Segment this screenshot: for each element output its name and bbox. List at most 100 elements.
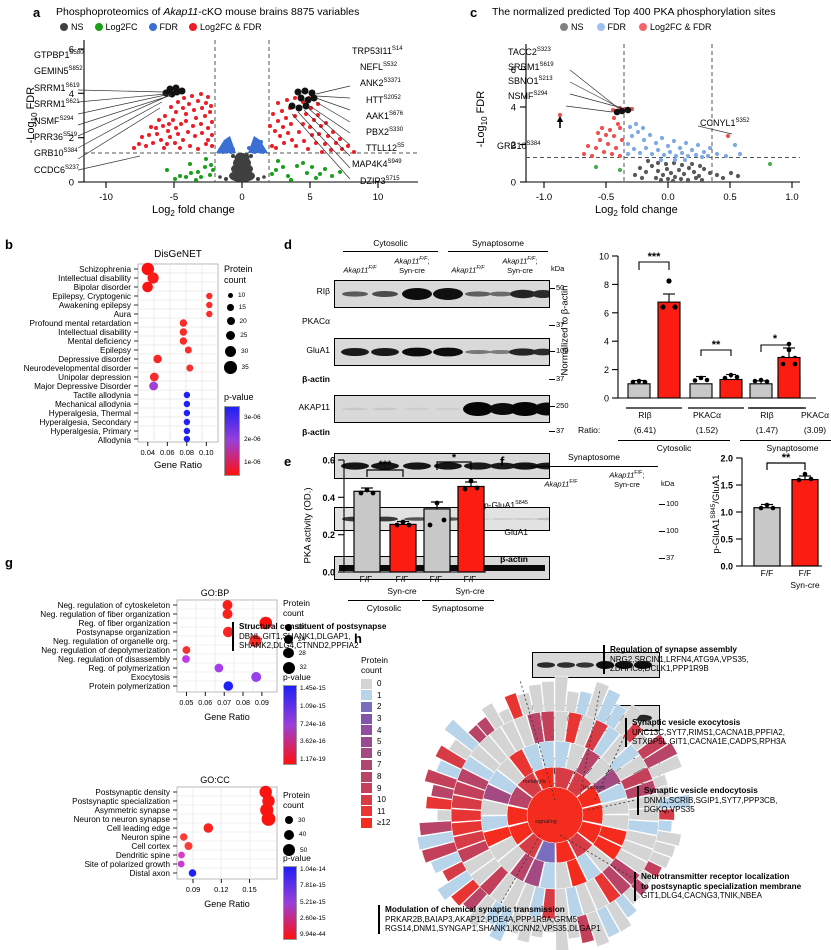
sunburst-segment[interactable] — [586, 910, 610, 948]
svg-text:0.06: 0.06 — [160, 448, 175, 457]
sunburst-segment[interactable] — [465, 894, 496, 929]
legend-swatch — [361, 771, 372, 782]
svg-text:6: 6 — [69, 45, 74, 56]
sunburst-segment[interactable] — [643, 860, 663, 878]
sunburst-segment[interactable] — [419, 820, 453, 836]
panel-c-grb10-label: GRB10S384 — [497, 141, 541, 151]
sunburst-center[interactable] — [527, 787, 583, 843]
panel-c-xlabel: Log2 fold change — [595, 204, 678, 219]
sunburst-segment[interactable] — [416, 831, 455, 851]
sunburst-segment[interactable] — [467, 724, 488, 744]
sunburst-segment[interactable] — [504, 692, 524, 720]
panel-g-letter: g — [5, 555, 13, 570]
panel-a-title-gene: Akap11 — [163, 6, 199, 18]
svg-text:0.09: 0.09 — [186, 885, 200, 894]
panel-h-legend-item: 9 — [361, 782, 390, 794]
sunburst-segment[interactable] — [648, 754, 683, 779]
panel-d-genotype-4: Akap11F/F; Syn-cre — [502, 256, 538, 275]
dotplot-category-label: Intellectual disability — [58, 274, 132, 283]
sunburst-segment[interactable] — [614, 703, 643, 736]
legend-item-fdr: FDR — [148, 22, 178, 32]
sunburst-segment[interactable] — [658, 808, 675, 821]
sunburst-segment[interactable] — [541, 680, 555, 712]
sunburst-segment[interactable] — [543, 918, 556, 933]
legend-label: 7 — [377, 760, 382, 770]
sunburst-segment[interactable] — [655, 785, 671, 799]
sunburst-segment[interactable] — [575, 690, 593, 716]
sunburst-segment[interactable] — [657, 820, 673, 833]
panel-e-letter: e — [284, 454, 292, 469]
sunburst-segment[interactable] — [434, 744, 467, 770]
blot-band-pkaca — [334, 338, 550, 366]
bar-ratio-2: (1.52) — [695, 425, 719, 435]
panel-f-kda-header: kDa — [661, 479, 675, 488]
sunburst-segment[interactable] — [657, 794, 691, 810]
svg-text:0.6: 0.6 — [322, 456, 335, 466]
sunburst-segment[interactable] — [448, 738, 473, 761]
dotplot-category-label: Protein polymerization — [89, 682, 170, 691]
sunburst-segment[interactable] — [516, 914, 535, 944]
sunburst-segment[interactable] — [655, 830, 682, 847]
bar-ratio-1: (6.41) — [633, 425, 657, 435]
sunburst-segment[interactable] — [450, 878, 480, 907]
sunburst-segment[interactable] — [424, 768, 458, 790]
sunburst-segment[interactable] — [555, 918, 569, 950]
sunburst-segment[interactable] — [596, 905, 621, 938]
panel-a-letter: a — [33, 5, 41, 20]
sunburst-inner-label: signaling — [535, 819, 557, 825]
sunburst-segment[interactable] — [517, 692, 534, 717]
panel-f-blot-label-2: GluA1 — [504, 527, 528, 537]
sunburst-segment[interactable] — [630, 732, 650, 752]
sunburst-segment[interactable] — [425, 796, 453, 810]
sunburst-segment[interactable] — [430, 851, 462, 874]
sunburst-segment[interactable] — [605, 703, 628, 730]
sunburst-segment[interactable] — [605, 900, 632, 933]
svg-text:5: 5 — [307, 192, 312, 203]
dotplot-category-label: Hyperalgesia, Thermal — [49, 409, 131, 418]
dotplot-category-label: Reg. of fiber organization — [79, 619, 171, 628]
svg-text:-5: -5 — [170, 192, 178, 203]
svg-text:*: * — [452, 452, 457, 464]
sunburst-segment[interactable] — [642, 742, 678, 769]
sunburst-segment[interactable] — [565, 690, 580, 714]
sunburst-segment[interactable] — [498, 707, 514, 725]
sunburst-segment[interactable] — [437, 870, 474, 901]
bar-ratio-4: (3.09) — [803, 425, 827, 435]
sunburst-segment[interactable] — [481, 702, 505, 730]
gene-label: NSMF — [508, 90, 534, 101]
sunburst-segment[interactable] — [421, 841, 458, 864]
panel-g-bp-title: GO:BP — [200, 588, 230, 598]
sunburst-segment[interactable] — [622, 886, 642, 905]
sunburst-segment[interactable] — [476, 716, 496, 737]
sunburst-segment[interactable] — [648, 850, 671, 869]
svg-text:0.08: 0.08 — [179, 448, 194, 457]
sunburst-segment[interactable] — [595, 688, 621, 725]
sunburst-segment[interactable] — [614, 893, 638, 919]
sunburst-segment[interactable] — [576, 913, 595, 944]
sunburst-segment[interactable] — [462, 886, 488, 913]
panel-h-legend-item: 6 — [361, 748, 390, 760]
sunburst-segment[interactable] — [554, 675, 569, 712]
sunburst-segment[interactable] — [565, 916, 581, 940]
svg-text:2: 2 — [69, 133, 74, 144]
sunburst-segment[interactable] — [636, 733, 668, 760]
sunburst-segment[interactable] — [528, 683, 545, 714]
blot-kda-bactin-2: 37 — [556, 426, 565, 435]
dotplot-category-label: Cell leading edge — [107, 824, 171, 833]
blot-label-akap11: AKAP11 — [298, 402, 330, 412]
sunburst-segment[interactable] — [441, 861, 468, 882]
sunburst-segment[interactable] — [430, 784, 455, 800]
sunburst-segment[interactable] — [652, 840, 676, 858]
legend-label: 1 — [377, 690, 382, 700]
sunburst-segment[interactable] — [436, 809, 452, 822]
sunburst-segment[interactable] — [530, 916, 545, 938]
blot-band-glua1 — [334, 395, 550, 423]
panel-h-annotation-1: Structural constituent of postsynapse DB… — [232, 622, 439, 651]
sunburst-segment[interactable] — [444, 719, 480, 752]
sunburst-segment[interactable] — [506, 910, 525, 935]
sunburst-segment[interactable] — [652, 774, 669, 789]
sunburst-segment[interactable] — [435, 759, 462, 780]
sunburst-segment[interactable] — [488, 905, 515, 942]
sunburst-segment[interactable] — [637, 869, 654, 886]
sunburst-segment[interactable] — [483, 900, 505, 926]
